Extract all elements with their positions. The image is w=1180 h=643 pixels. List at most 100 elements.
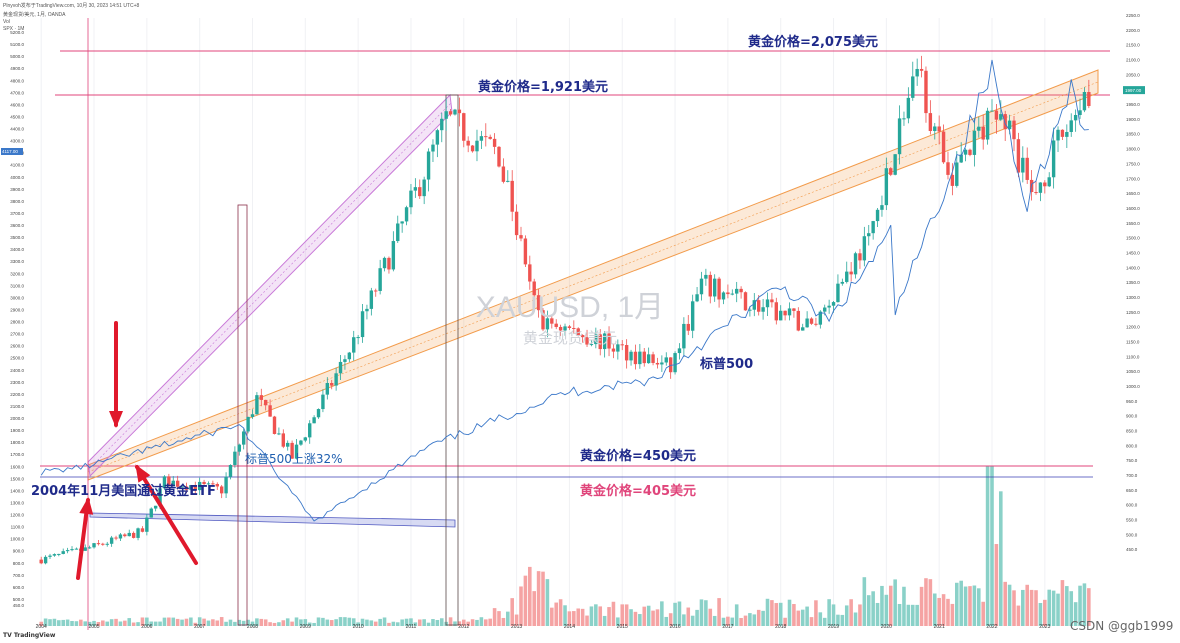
candle-body xyxy=(519,235,523,239)
volume-bar xyxy=(554,602,559,626)
right-tick-label: 1750.0 xyxy=(1126,161,1140,166)
candle-body xyxy=(673,353,677,373)
volume-bar xyxy=(1087,588,1091,626)
candle-body xyxy=(699,278,704,295)
volume-bar xyxy=(1069,591,1074,626)
volume-bar xyxy=(607,607,611,626)
arrow-up-head xyxy=(79,497,94,515)
volume-bar xyxy=(39,621,43,626)
candle-body xyxy=(840,281,845,284)
volume-bar xyxy=(1056,593,1060,626)
candle-body xyxy=(426,151,431,180)
candle-body xyxy=(48,555,52,557)
volume-bar xyxy=(968,586,972,626)
candle-body xyxy=(805,318,809,328)
volume-bar xyxy=(303,619,308,626)
candle-body xyxy=(308,423,312,438)
candle-body xyxy=(338,361,343,374)
candle-body xyxy=(849,271,853,275)
volume-bar xyxy=(497,611,501,626)
candle-body xyxy=(761,307,765,312)
candle-body xyxy=(466,140,470,146)
volume-bar xyxy=(660,601,664,626)
volume-bar xyxy=(1025,584,1029,626)
left-tick-label: 1900.0 xyxy=(10,428,24,433)
candle-body xyxy=(783,310,787,316)
candle-body xyxy=(585,337,589,345)
volume-bar xyxy=(893,579,897,626)
right-tick-label: 800.0 xyxy=(1126,443,1138,448)
candle-body xyxy=(422,179,426,197)
volume-bar xyxy=(299,619,303,626)
volume-bar xyxy=(123,620,127,626)
volume-bar xyxy=(576,608,581,626)
volume-bar xyxy=(743,615,748,626)
right-tick-label: 650.0 xyxy=(1126,488,1138,493)
volume-bar xyxy=(387,622,391,626)
volume-bar xyxy=(1043,599,1047,626)
volume-bar xyxy=(550,607,554,626)
volume-bar xyxy=(180,619,184,626)
volume-bar xyxy=(312,622,316,626)
candle-body xyxy=(321,394,325,410)
volume-bar xyxy=(307,622,312,626)
watermark-subtitle: 黄金现货/美元 xyxy=(522,330,618,347)
candle-body xyxy=(162,476,167,489)
volume-bar xyxy=(972,585,977,626)
volume-bar xyxy=(246,619,250,626)
volume-bar xyxy=(1051,590,1056,626)
header-vol: Vol xyxy=(3,19,10,25)
candle-body xyxy=(651,354,655,363)
volume-bar xyxy=(145,617,149,626)
candle-body xyxy=(457,109,462,114)
volume-bar xyxy=(329,620,334,626)
volume-bar xyxy=(831,604,836,626)
candle-body xyxy=(572,328,576,330)
candle-body xyxy=(545,318,550,330)
volume-bar xyxy=(255,618,259,626)
right-tick-label: 950.0 xyxy=(1126,399,1138,404)
candle-body xyxy=(488,136,492,139)
volume-bar xyxy=(532,591,536,626)
candle-body xyxy=(268,405,272,417)
candle-body xyxy=(127,532,131,537)
gold-candles xyxy=(39,55,1091,565)
left-tick-label: 4300.0 xyxy=(10,139,24,144)
volume-bar xyxy=(439,618,444,626)
right-tick-label: 900.0 xyxy=(1126,414,1138,419)
spx-price-tag xyxy=(1,148,23,155)
candle-body xyxy=(74,548,79,550)
volume-bar xyxy=(211,619,215,626)
header-spx: SPX · 1M xyxy=(3,26,25,32)
volume-bar xyxy=(417,619,422,626)
volume-bar xyxy=(92,620,96,626)
candle-body xyxy=(779,310,783,321)
x-tick-label: 2011 xyxy=(406,624,417,630)
volume-bar xyxy=(994,544,999,626)
left-tick-label: 450.0 xyxy=(13,603,25,608)
volume-bar xyxy=(818,612,823,626)
volume-bar xyxy=(906,604,911,626)
candle-body xyxy=(528,264,532,282)
volume-bar xyxy=(598,606,603,626)
candle-body xyxy=(281,433,286,447)
volume-bar xyxy=(977,588,981,626)
right-tick-label: 550.0 xyxy=(1126,518,1138,523)
candle-body xyxy=(140,528,145,532)
candle-body xyxy=(197,481,202,491)
candle-body xyxy=(158,488,162,506)
right-tick-label: 1350.0 xyxy=(1126,280,1140,285)
candle-body xyxy=(224,476,228,494)
volume-bar xyxy=(756,609,761,626)
volume-bar xyxy=(65,619,70,626)
candle-body xyxy=(1047,177,1051,187)
x-tick-label: 2010 xyxy=(353,624,364,630)
right-tick-label: 2050.0 xyxy=(1126,72,1140,77)
candle-body xyxy=(43,556,48,564)
volume-bar xyxy=(602,615,607,626)
right-tick-label: 1900.0 xyxy=(1126,117,1140,122)
left-tick-label: 3300.0 xyxy=(10,259,24,264)
volume-bar xyxy=(277,622,281,626)
volume-bar xyxy=(774,603,779,626)
